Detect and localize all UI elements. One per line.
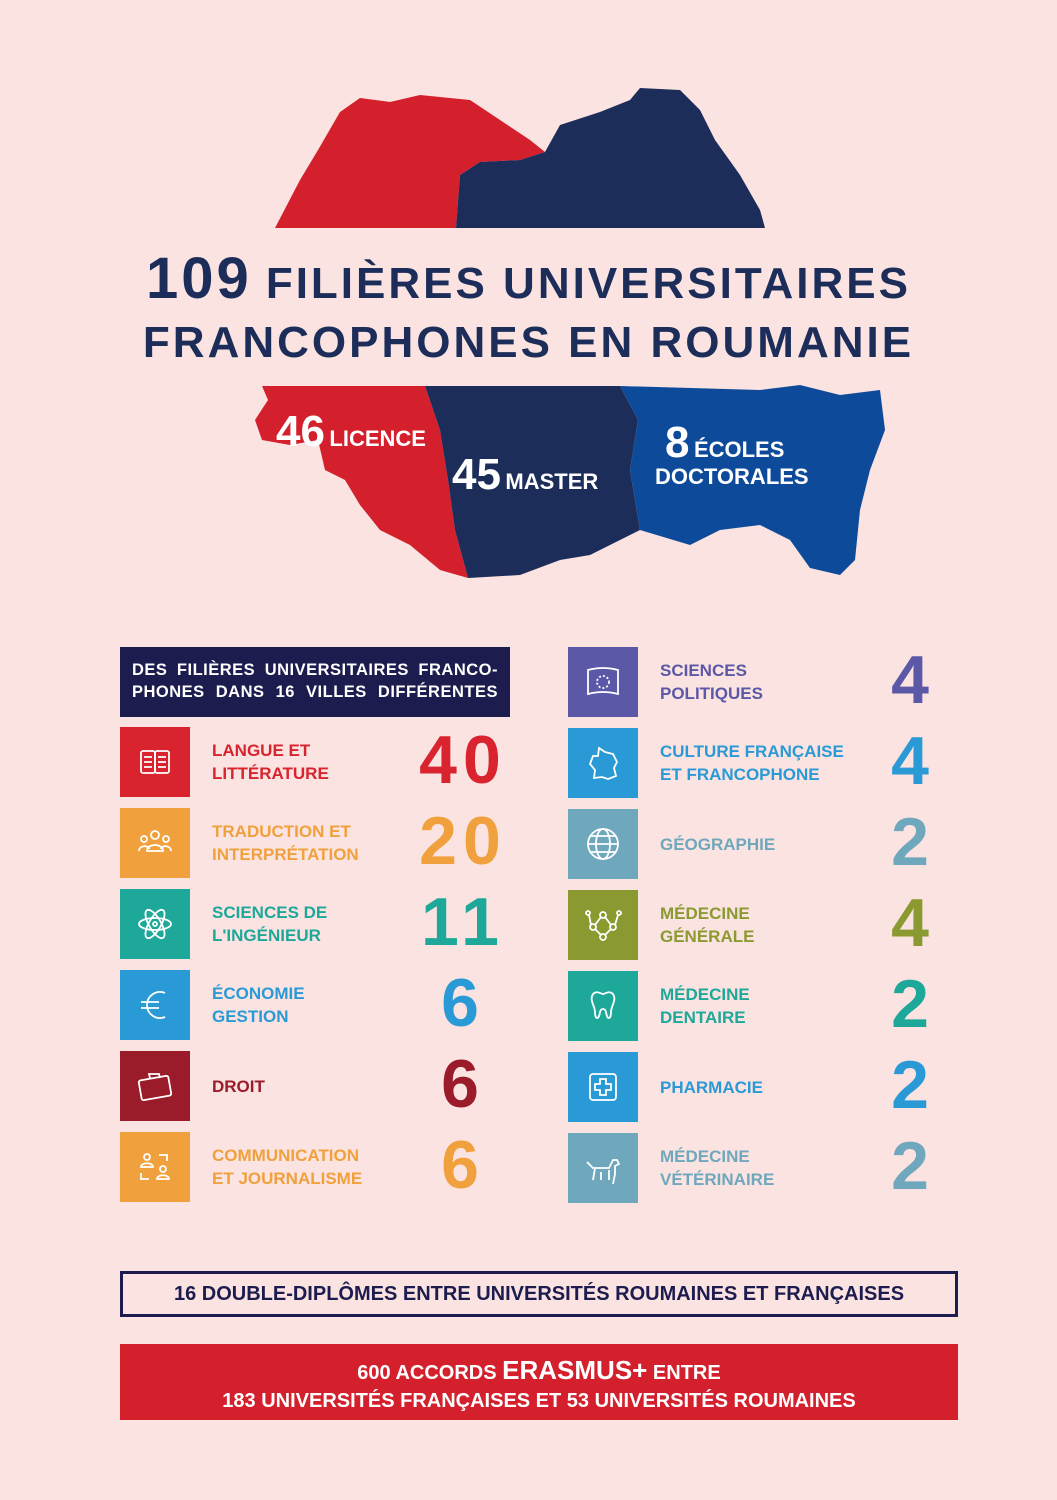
category-count: 2 xyxy=(891,966,935,1042)
category-count: 2 xyxy=(891,1128,935,1204)
category-label: DROIT xyxy=(212,1076,265,1096)
tooth-icon xyxy=(590,991,616,1019)
category-icon-box xyxy=(568,647,638,717)
map-region-master xyxy=(425,386,640,578)
category-count: 40 xyxy=(419,722,507,798)
dog-icon xyxy=(586,1159,621,1185)
category-label: CULTURE FRANÇAISE ET FRANCOPHONE xyxy=(660,742,844,784)
category-row: GÉOGRAPHIE 2 xyxy=(568,804,968,880)
map-region-west xyxy=(275,95,545,228)
category-label: SCIENCES POLITIQUES xyxy=(660,661,763,703)
category-label: LANGUE ET LITTÉRATURE xyxy=(212,741,329,783)
category-count: 2 xyxy=(891,1047,935,1123)
category-count: 11 xyxy=(421,884,505,960)
category-icon-box xyxy=(120,889,190,959)
category-count: 20 xyxy=(419,803,507,879)
category-icon-box xyxy=(120,808,190,878)
communication-icon xyxy=(140,1153,170,1180)
category-row: SCIENCES DE L'INGÉNIEUR 11 xyxy=(120,884,520,960)
erasmus-brand: ERASMUS+ xyxy=(502,1355,648,1385)
category-row: ÉCONOMIE GESTION 6 xyxy=(120,965,520,1041)
molecule-icon xyxy=(585,910,622,941)
page-title-line1: 109 FILIÈRES UNIVERSITAIRES xyxy=(146,246,911,311)
category-icon-box xyxy=(568,890,638,960)
stat-licence: 46 LICENCE xyxy=(276,407,426,456)
category-row: PHARMACIE 2 xyxy=(568,1047,968,1123)
eu-flag-icon xyxy=(587,667,619,696)
stat-master: 45 MASTER xyxy=(452,450,599,499)
map-region-east xyxy=(456,88,765,228)
category-icon-box xyxy=(568,1133,638,1203)
category-icon-box xyxy=(120,727,190,797)
category-icon-box xyxy=(120,1051,190,1121)
map-region-licence xyxy=(255,386,468,578)
category-label: SCIENCES DE L'INGÉNIEUR xyxy=(212,903,328,945)
category-row: TRADUCTION ET INTERPRÉTATION 20 xyxy=(120,803,520,879)
category-label: GÉOGRAPHIE xyxy=(660,834,776,854)
atom-icon xyxy=(138,908,172,940)
people-group-icon xyxy=(138,830,172,852)
category-label: ÉCONOMIE GESTION xyxy=(212,984,305,1026)
globe-icon xyxy=(587,828,619,860)
category-icon-box xyxy=(568,728,638,798)
category-label: PHARMACIE xyxy=(660,1077,763,1097)
category-label: MÉDECINE VÉTÉRINAIRE xyxy=(660,1147,775,1189)
france-map-icon xyxy=(588,746,619,780)
page-title-line2: FRANCOPHONES EN ROUMANIE xyxy=(142,318,915,367)
category-row: MÉDECINE VÉTÉRINAIRE 2 xyxy=(568,1128,968,1204)
category-count: 4 xyxy=(891,885,935,961)
category-row: SCIENCES POLITIQUES 4 xyxy=(568,642,968,718)
category-row: MÉDECINE GÉNÉRALE 4 xyxy=(568,885,968,961)
category-label: MÉDECINE GÉNÉRALE xyxy=(660,904,755,946)
category-row: CULTURE FRANÇAISE ET FRANCOPHONE 4 xyxy=(568,723,968,799)
category-count: 4 xyxy=(891,723,935,799)
category-label: TRADUCTION ET INTERPRÉTATION xyxy=(212,822,359,864)
erasmus-banner: 600 ACCORDS ERASMUS+ ENTRE 183 UNIVERSIT… xyxy=(120,1344,958,1420)
category-icon-box xyxy=(568,971,638,1041)
category-row: COMMUNICATION ET JOURNALISME 6 xyxy=(120,1127,520,1203)
total-count: 109 xyxy=(146,246,252,311)
category-count: 2 xyxy=(891,804,935,880)
stat-doctorales-label2: DOCTORALES xyxy=(655,464,809,489)
category-icon-box xyxy=(568,809,638,879)
romania-map-top xyxy=(275,88,765,228)
category-row: DROIT 6 xyxy=(120,1046,520,1122)
stat-doctorales: 8 ÉCOLES xyxy=(665,418,785,467)
category-icon-box xyxy=(568,1052,638,1122)
romania-map-bottom xyxy=(255,385,885,578)
euro-icon xyxy=(141,991,166,1019)
category-count: 6 xyxy=(441,1046,485,1122)
category-row: LANGUE ET LITTÉRATURE 40 xyxy=(120,722,520,798)
category-label: MÉDECINE DENTAIRE xyxy=(660,985,750,1027)
category-icon-box xyxy=(120,970,190,1040)
book-icon xyxy=(140,750,170,774)
map-region-doctorales xyxy=(620,385,885,575)
category-icon-box xyxy=(120,1132,190,1202)
cities-header: DES FILIÈRES UNIVERSITAIRES FRANCO-PHONE… xyxy=(120,647,510,717)
medical-cross-icon xyxy=(589,1073,617,1101)
category-count: 6 xyxy=(441,1127,485,1203)
double-diplomes-banner: 16 DOUBLE-DIPLÔMES ENTRE UNIVERSITÉS ROU… xyxy=(120,1271,958,1317)
category-label: COMMUNICATION ET JOURNALISME xyxy=(212,1146,363,1188)
category-row: MÉDECINE DENTAIRE 2 xyxy=(568,966,968,1042)
briefcase-icon xyxy=(137,1073,173,1102)
category-count: 6 xyxy=(441,965,485,1041)
category-count: 4 xyxy=(891,642,935,718)
